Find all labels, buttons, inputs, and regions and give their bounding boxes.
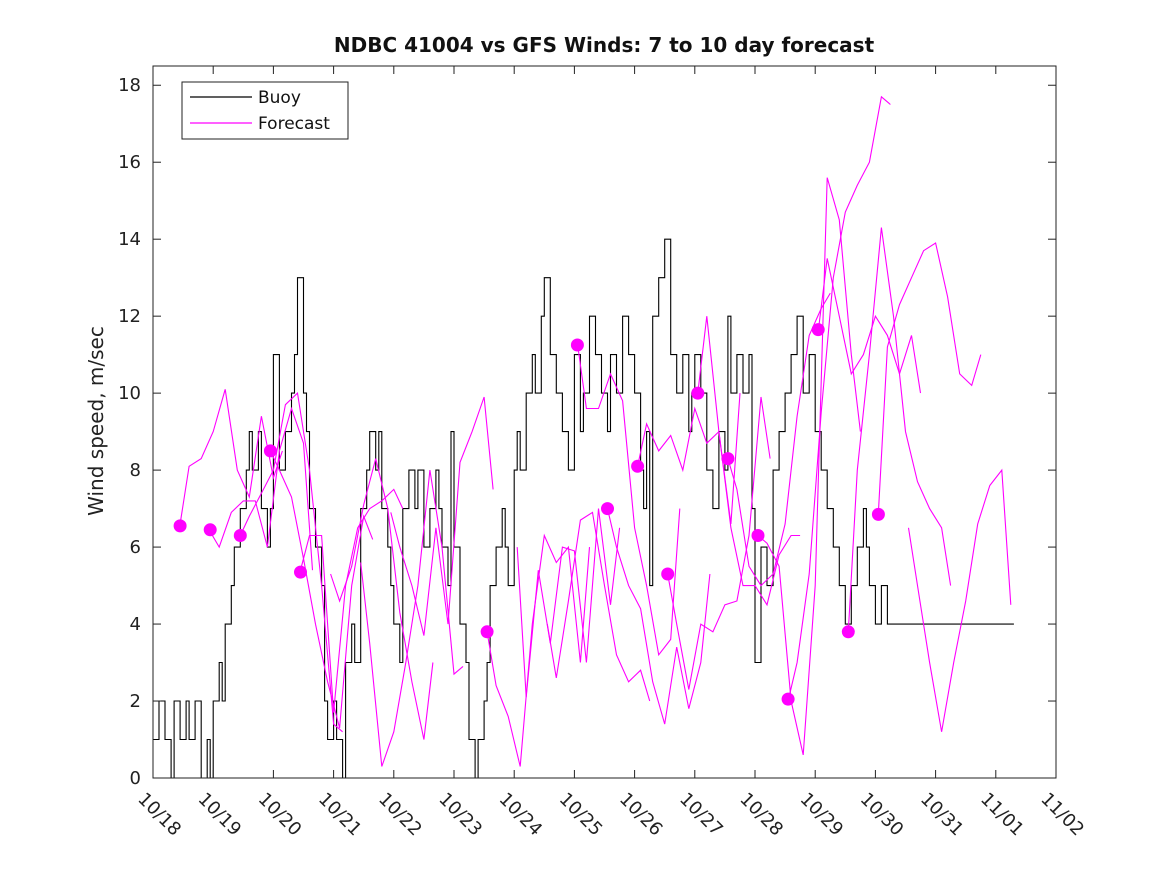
y-tick-label: 2	[130, 691, 141, 712]
forecast-line-4	[269, 450, 374, 729]
forecast-marker	[691, 386, 705, 400]
forecast-marker	[480, 625, 494, 639]
y-tick-label: 8	[130, 460, 141, 481]
forecast-marker	[263, 444, 277, 458]
plot-frame	[152, 65, 1057, 779]
forecast-line-22	[877, 242, 982, 513]
forecast-marker	[721, 452, 735, 466]
forecast-line-20	[817, 258, 922, 394]
plot-background	[153, 66, 1056, 778]
forecast-line-18	[757, 177, 861, 756]
y-tick-label: 14	[118, 229, 141, 250]
forecast-marker	[601, 502, 614, 516]
forecast-marker	[841, 625, 855, 639]
y-tick-label: 10	[118, 383, 141, 404]
chart-title: NDBC 41004 vs GFS Winds: 7 to 10 day for…	[334, 33, 875, 57]
forecast-marker	[781, 692, 795, 706]
forecast-marker	[811, 323, 825, 337]
forecast-line-21	[847, 227, 952, 632]
forecast-line-15	[667, 396, 771, 690]
forecast-line-9	[486, 533, 591, 767]
y-tick-label: 16	[118, 152, 141, 173]
forecast-markers	[173, 323, 885, 706]
forecast-series-group	[179, 95, 1012, 767]
forecast-marker	[570, 338, 584, 352]
plot-area	[152, 65, 1057, 779]
forecast-line-16	[697, 316, 801, 607]
forecast-line-7	[360, 470, 464, 767]
forecast-line-10	[516, 508, 621, 698]
y-tick-label: 6	[130, 537, 141, 558]
forecast-marker	[203, 523, 217, 537]
forecast-line-8	[390, 396, 494, 636]
forecast-marker	[661, 567, 675, 581]
forecast-line-3	[239, 391, 343, 733]
forecast-marker	[294, 565, 307, 579]
forecast-line-11	[546, 511, 651, 702]
forecast-marker	[173, 519, 187, 533]
forecast-line-23	[907, 468, 1012, 732]
legend-box	[181, 81, 349, 140]
y-tick-label: 12	[118, 306, 141, 327]
y-axis: 0 2 4 6 8 10 12 14 16 18	[118, 75, 1056, 789]
forecast-line-2	[209, 406, 314, 571]
forecast-line-5	[299, 488, 404, 713]
forecast-line-13	[606, 508, 711, 725]
buoy-series	[153, 238, 1014, 779]
buoy-line	[153, 238, 1014, 779]
forecast-marker	[233, 529, 247, 542]
forecast-line-12	[576, 343, 681, 657]
forecast-line-17	[727, 292, 831, 587]
forecast-marker	[871, 507, 885, 521]
forecast-marker	[631, 459, 645, 473]
forecast-line-19	[787, 95, 891, 702]
y-axis-label: Wind speed, m/sec	[84, 326, 108, 516]
legend: Buoy Forecast	[181, 81, 349, 140]
legend-buoy-label: Buoy	[258, 88, 301, 108]
legend-forecast-label: Forecast	[258, 114, 330, 134]
y-tick-label: 0	[130, 768, 141, 789]
forecast-line-6	[330, 458, 434, 740]
forecast-marker	[751, 529, 765, 542]
y-tick-label: 4	[130, 614, 141, 635]
y-tick-label: 18	[118, 75, 141, 96]
